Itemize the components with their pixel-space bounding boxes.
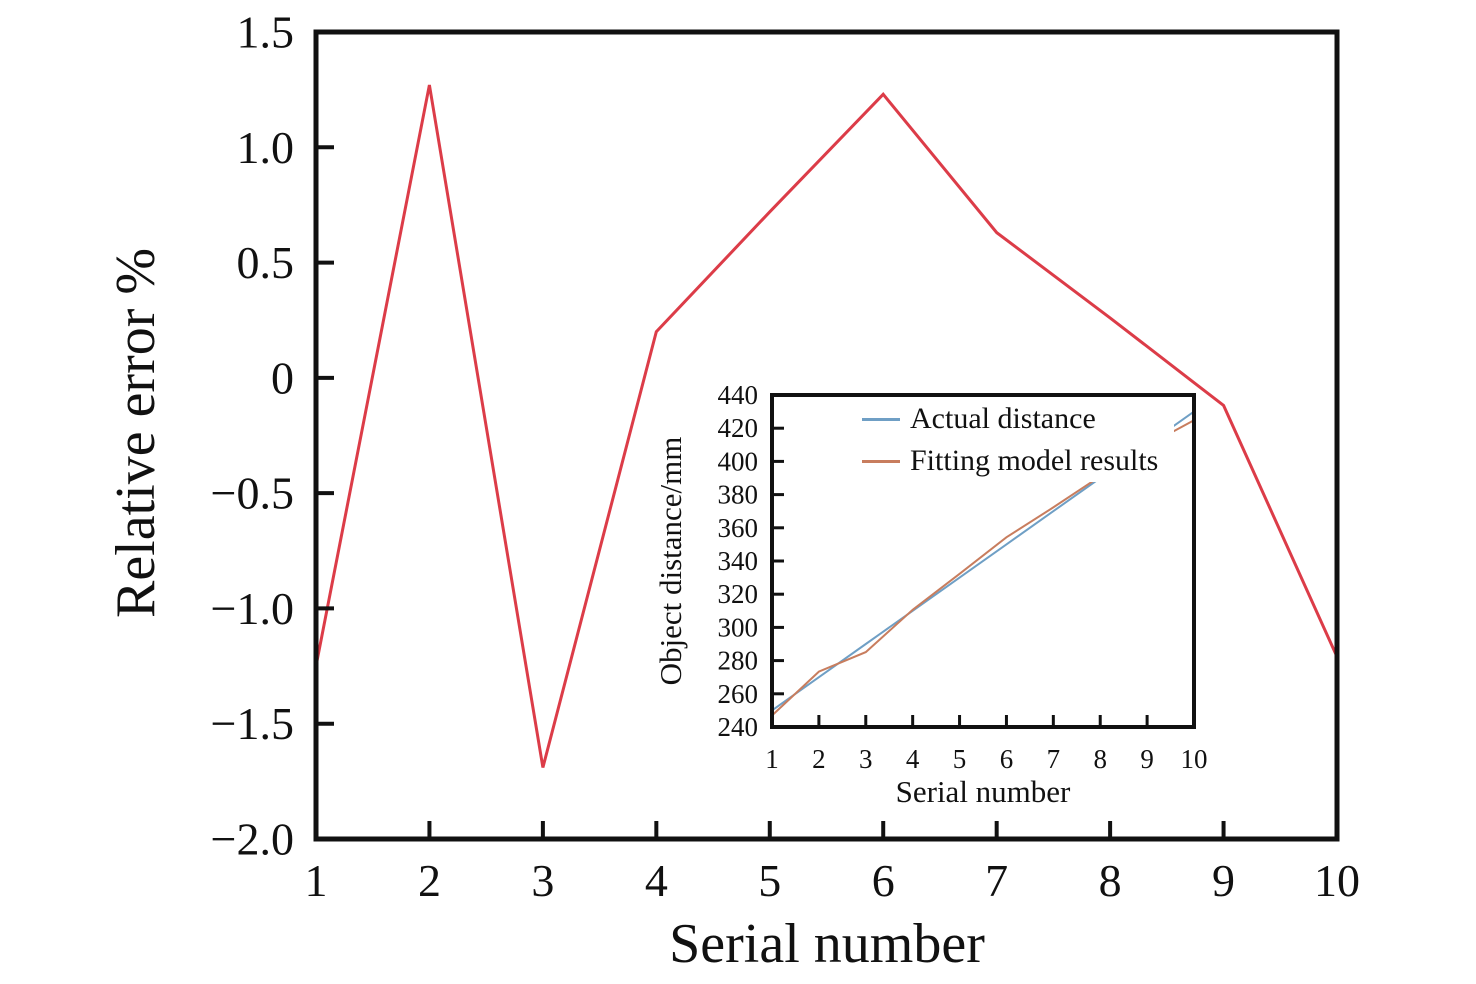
main-series-relative-error <box>314 84 1339 768</box>
inset-x-tick-label-1: 1 <box>765 744 779 774</box>
main-x-tick-label-2: 2 <box>418 855 441 906</box>
main-x-tick-label-1: 1 <box>305 855 328 906</box>
main-x-tick-label-6: 6 <box>872 855 895 906</box>
fitting-model-line-sample <box>862 459 900 463</box>
inset-x-tick-label-3: 3 <box>859 744 873 774</box>
main-x-tick-label-7: 7 <box>985 855 1008 906</box>
main-x-tick-label-5: 5 <box>758 855 781 906</box>
inset-y-tick-label-260: 260 <box>718 679 759 709</box>
main-x-tick-label-9: 9 <box>1212 855 1235 906</box>
main-y-tick-label--2: −2.0 <box>211 814 294 865</box>
main-chart: 1 2 3 4 5 6 7 8 9 10 −2.0 −1.5 −1.0 −0.5 0 0.5 1.0 1.5 <box>211 7 1360 907</box>
main-y-tick-label-1: 1.0 <box>237 122 295 173</box>
main-y-tick-label--1.5: −1.5 <box>211 698 294 749</box>
main-x-tick-label-10: 10 <box>1314 855 1360 906</box>
inset-x-tick-label-4: 4 <box>906 744 920 774</box>
main-y-tick-label-1.5: 1.5 <box>237 7 295 58</box>
main-y-tick-label-0: 0 <box>271 352 294 403</box>
inset-x-tick-label-2: 2 <box>812 744 826 774</box>
inset-y-tick-label-420: 420 <box>718 413 759 443</box>
inset-x-tick-label-7: 7 <box>1047 744 1061 774</box>
legend-label-actual-distance: Actual distance <box>910 402 1096 435</box>
main-x-tick-label-4: 4 <box>645 855 668 906</box>
legend-label-fitting-model-results: Fitting model results <box>910 444 1159 477</box>
inset-y-tick-label-300: 300 <box>718 612 759 642</box>
inset-x-tick-label-10: 10 <box>1181 744 1208 774</box>
main-y-tick-label-0.5: 0.5 <box>237 237 295 288</box>
main-y-tick-label--0.5: −0.5 <box>211 468 294 519</box>
inset-y-tick-label-380: 380 <box>718 480 759 510</box>
inset-x-axis-label: Serial number <box>895 774 1071 809</box>
inset-x-tick-label-5: 5 <box>953 744 967 774</box>
inset-x-tick-label-9: 9 <box>1140 744 1154 774</box>
actual-distance-line-sample <box>862 417 900 421</box>
inset-y-tick-label-360: 360 <box>718 513 759 543</box>
inset-y-tick-label-400: 400 <box>718 446 759 476</box>
main-x-tick-label-3: 3 <box>531 855 554 906</box>
inset-y-tick-label-440: 440 <box>718 380 759 410</box>
main-x-axis-label: Serial number <box>669 913 985 975</box>
inset-legend: Actual distance Fitting model results <box>856 398 1174 482</box>
inset-y-tick-label-320: 320 <box>718 579 759 609</box>
inset-y-tick-label-240: 240 <box>718 712 759 742</box>
inset-x-tick-label-6: 6 <box>1000 744 1014 774</box>
main-y-axis-label: Relative error % <box>105 247 167 619</box>
legend-item-fitting-model-results: Fitting model results <box>856 440 1174 482</box>
main-y-tick-label--1: −1.0 <box>211 583 294 634</box>
legend-item-actual-distance: Actual distance <box>856 398 1174 440</box>
inset-plot-frame <box>770 393 1196 729</box>
main-x-tick-label-8: 8 <box>1099 855 1122 906</box>
main-plot-frame <box>313 29 1340 842</box>
inset-y-tick-label-340: 340 <box>718 546 759 576</box>
inset-x-tick-label-8: 8 <box>1093 744 1107 774</box>
inset-y-tick-label-280: 280 <box>718 646 759 676</box>
inset-y-axis-label: Object distance/mm <box>653 436 688 686</box>
